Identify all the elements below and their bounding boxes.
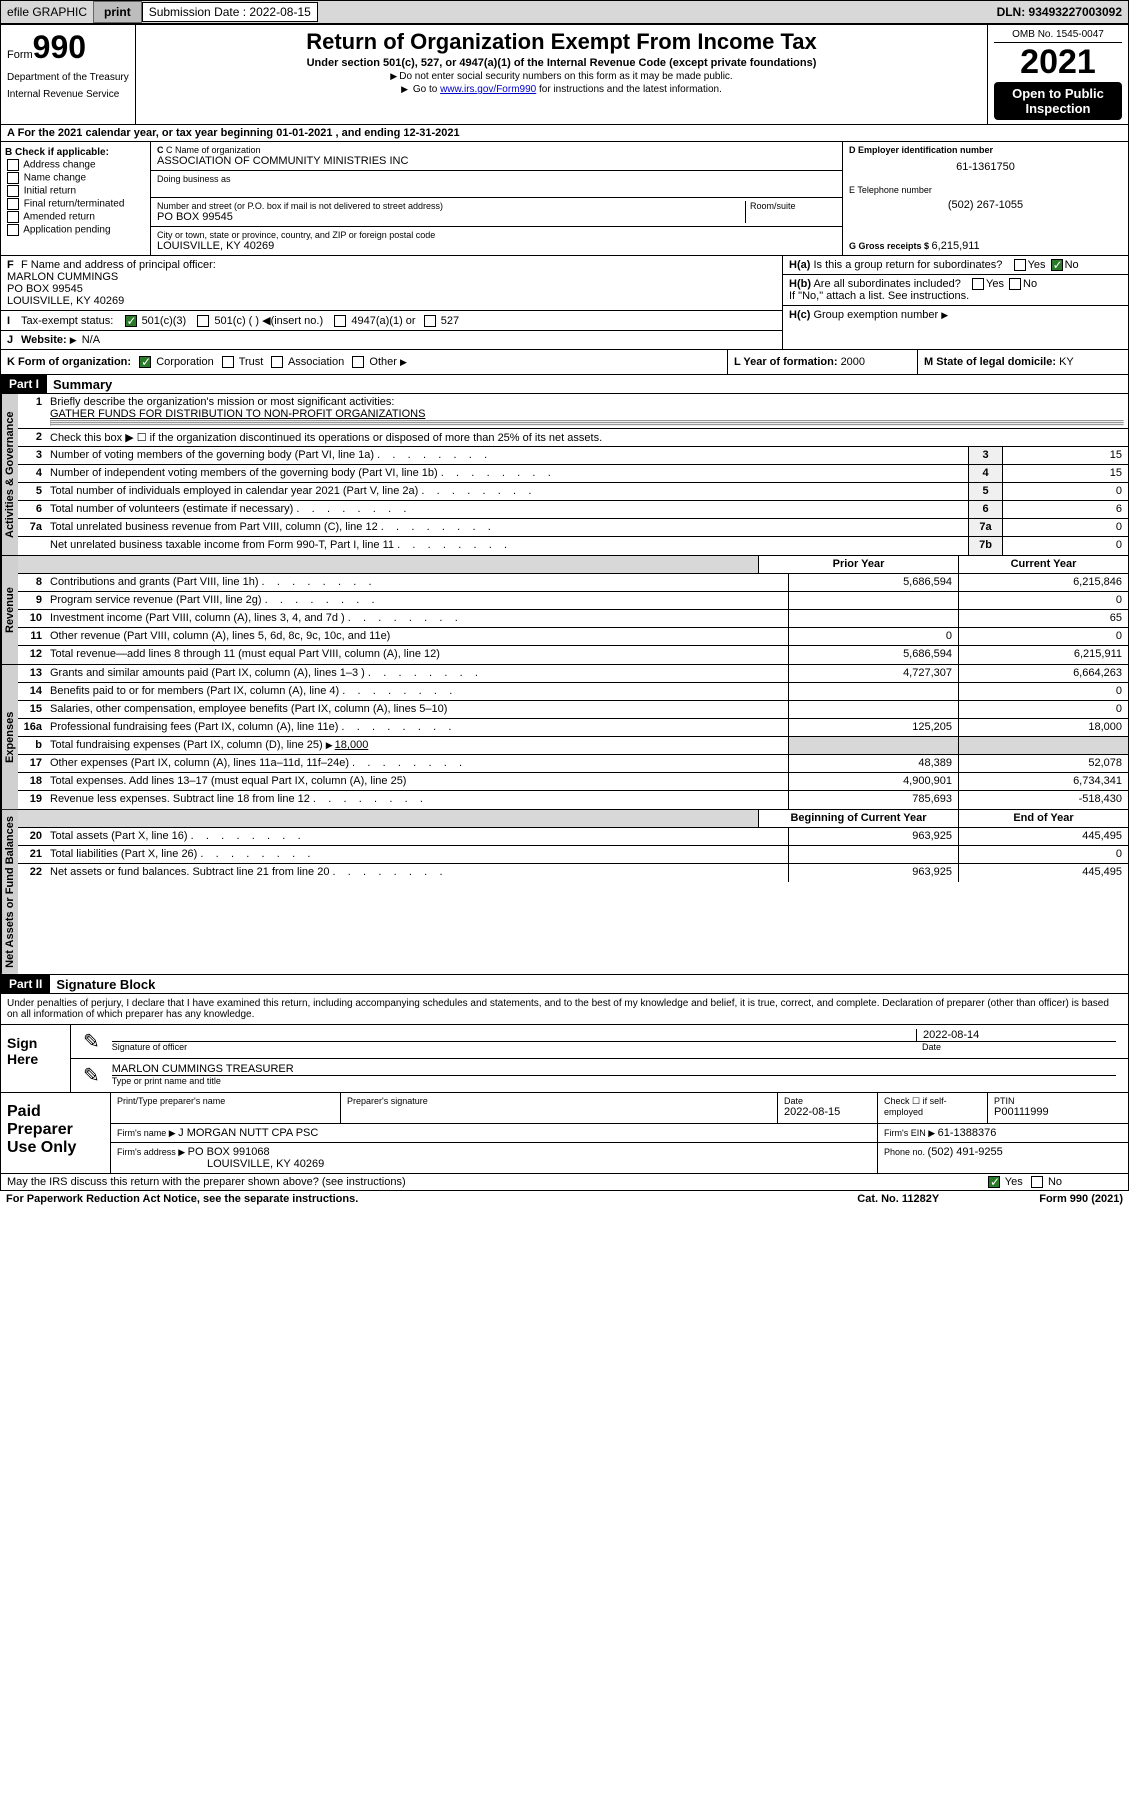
section-fhij: FF Name and address of principal officer… (0, 256, 1129, 350)
vtab-netassets: Net Assets or Fund Balances (1, 810, 18, 974)
paid-preparer-label: Paid Preparer Use Only (1, 1093, 111, 1173)
form-header: Form990 Department of the Treasury Inter… (0, 24, 1129, 125)
form-number: 990 (33, 29, 86, 65)
line3: Number of voting members of the governin… (46, 447, 968, 464)
discuss-row: May the IRS discuss this return with the… (0, 1174, 1129, 1191)
line1: Briefly describe the organization's miss… (46, 394, 1128, 428)
line16b: Total fundraising expenses (Part IX, col… (46, 737, 788, 754)
signature-block: Under penalties of perjury, I declare th… (0, 994, 1129, 1174)
cb-501c3 (125, 315, 137, 327)
org-name-label: C C Name of organization (157, 145, 836, 155)
cb-amended: Amended return (5, 211, 146, 223)
part2-header: Part II Signature Block (0, 975, 1129, 994)
row-ha: H(a) Is this a group return for subordin… (783, 256, 1128, 275)
city-val: LOUISVILLE, KY 40269 (157, 240, 836, 252)
phone-val: (502) 267-1055 (849, 195, 1122, 215)
revenue-section: Revenue Prior YearCurrent Year 8Contribu… (0, 556, 1129, 665)
officer-name: MARLON CUMMINGS TREASURER (112, 1063, 1116, 1076)
phone-label: E Telephone number (849, 185, 1122, 195)
row-k: K Form of organization: Corporation Trus… (0, 350, 1129, 375)
row-j: JWebsite: N/A (1, 331, 782, 349)
vtab-expenses: Expenses (1, 665, 18, 809)
ein-label: D Employer identification number (849, 145, 1122, 155)
col-b-title: B Check if applicable: (5, 147, 146, 158)
print-button[interactable]: print (93, 1, 142, 23)
expenses-section: Expenses 13Grants and similar amounts pa… (0, 665, 1129, 810)
row-hb: H(b) Are all subordinates included? Yes … (783, 275, 1128, 306)
part1-header: Part I Summary (0, 375, 1129, 394)
addr-val: PO BOX 99545 (157, 211, 741, 223)
submission-date: Submission Date : 2022-08-15 (142, 2, 318, 22)
gross-val: 6,215,911 (932, 240, 980, 252)
gross-label: G Gross receipts $ (849, 241, 932, 251)
row-i: ITax-exempt status: 501(c)(3) 501(c) ( )… (1, 311, 782, 331)
pen-icon (77, 1027, 106, 1056)
goto-line: Go to www.irs.gov/Form990 for instructio… (142, 84, 981, 95)
form-title: Return of Organization Exempt From Incom… (142, 29, 981, 55)
line6: Total number of volunteers (estimate if … (46, 501, 968, 518)
irs-label: Internal Revenue Service (7, 89, 129, 100)
city-label: City or town, state or province, country… (157, 230, 836, 240)
irs-link[interactable]: www.irs.gov/Form990 (440, 84, 536, 95)
line5: Total number of individuals employed in … (46, 483, 968, 500)
declaration: Under penalties of perjury, I declare th… (1, 994, 1128, 1024)
ein-val: 61-1361750 (849, 155, 1122, 179)
dept-treasury: Department of the Treasury (7, 72, 129, 83)
org-name: ASSOCIATION OF COMMUNITY MINISTRIES INC (157, 155, 836, 167)
line7b: Net unrelated business taxable income fr… (46, 537, 968, 555)
efile-label: efile GRAPHIC (1, 3, 93, 21)
sign-here-label: Sign Here (1, 1025, 71, 1092)
form-label: Form (7, 49, 33, 61)
row-hc: H(c) Group exemption number (783, 306, 1128, 324)
tax-year-line: A For the 2021 calendar year, or tax yea… (0, 125, 1129, 142)
open-inspection: Open to Public Inspection (994, 82, 1122, 120)
vtab-revenue: Revenue (1, 556, 18, 664)
line2: Check this box ▶ ☐ if the organization d… (46, 429, 1128, 446)
form-subtitle: Under section 501(c), 527, or 4947(a)(1)… (142, 57, 981, 69)
activities-section: Activities & Governance 1Briefly describ… (0, 394, 1129, 556)
cb-application-pending: Application pending (5, 224, 146, 236)
cb-final-return: Final return/terminated (5, 198, 146, 210)
tax-year: 2021 (994, 43, 1122, 82)
header-fields: B Check if applicable: Address change Na… (0, 142, 1129, 256)
footer-row: For Paperwork Reduction Act Notice, see … (0, 1191, 1129, 1207)
row-f: FF Name and address of principal officer… (1, 256, 782, 311)
room-label: Room/suite (750, 201, 836, 211)
cb-address-change: Address change (5, 159, 146, 171)
cb-initial-return: Initial return (5, 185, 146, 197)
vtab-activities: Activities & Governance (1, 394, 18, 555)
dba-label: Doing business as (157, 174, 836, 184)
line4: Number of independent voting members of … (46, 465, 968, 482)
top-toolbar: efile GRAPHIC print Submission Date : 20… (0, 0, 1129, 24)
ssn-warning: Do not enter social security numbers on … (142, 71, 981, 82)
pen-icon (77, 1061, 106, 1090)
line7a: Total unrelated business revenue from Pa… (46, 519, 968, 536)
omb-number: OMB No. 1545-0047 (994, 29, 1122, 43)
netassets-section: Net Assets or Fund Balances Beginning of… (0, 810, 1129, 975)
dln-label: DLN: 93493227003092 (991, 3, 1128, 21)
addr-label: Number and street (or P.O. box if mail i… (157, 201, 741, 211)
cb-name-change: Name change (5, 172, 146, 184)
